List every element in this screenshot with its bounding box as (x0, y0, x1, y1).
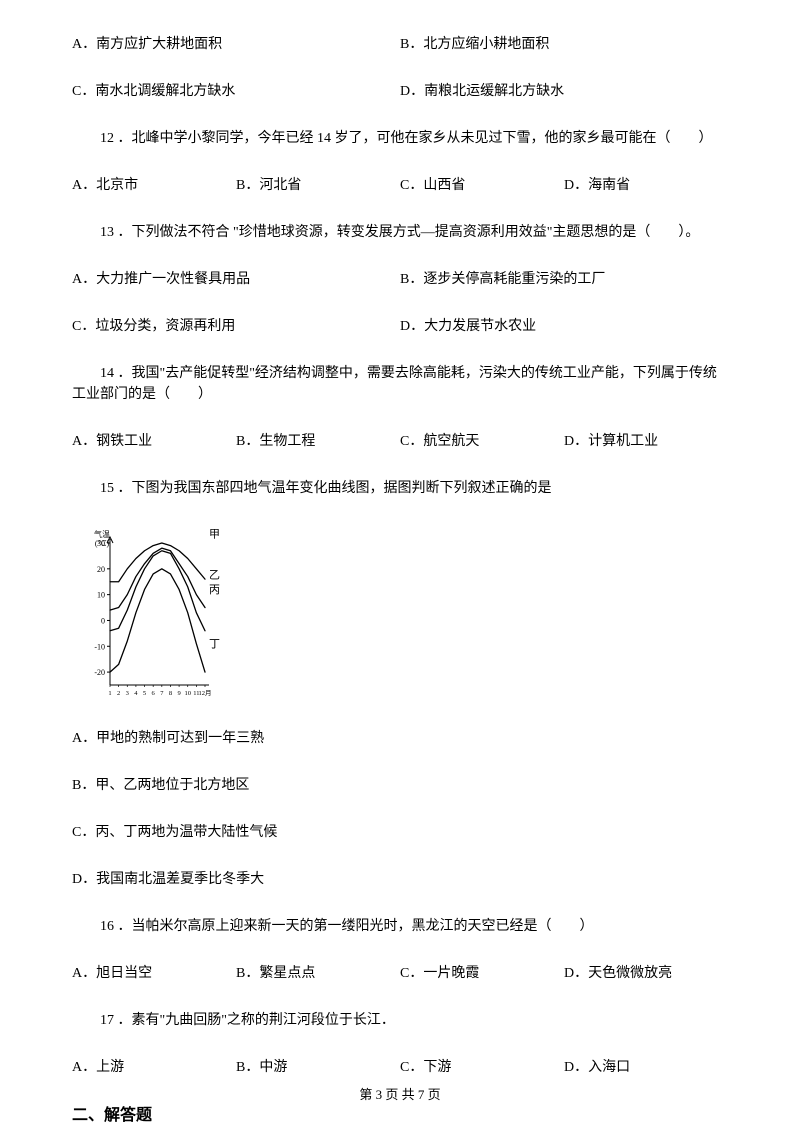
svg-text:-10: -10 (94, 642, 105, 651)
q16-opt-b: B．繁星点点 (236, 963, 400, 984)
svg-text:气温: 气温 (94, 529, 110, 539)
q13-opt-d: D．大力发展节水农业 (400, 316, 728, 337)
q17-opt-c: C．下游 (400, 1057, 564, 1078)
svg-text:12月: 12月 (199, 689, 212, 697)
q14-opt-a: A．钢铁工业 (72, 431, 236, 452)
q12-opt-d: D．海南省 (564, 175, 728, 196)
q12-opt-c: C．山西省 (400, 175, 564, 196)
svg-text:3: 3 (126, 690, 129, 697)
q16-text: 16 ．当帕米尔高原上迎来新一天的第一缕阳光时，黑龙江的天空已经是（ ） (72, 916, 728, 937)
svg-text:甲: 甲 (209, 529, 220, 541)
q17-text: 17 ．素有"九曲回肠"之称的荆江河段位于长江． (72, 1010, 728, 1031)
q13-opt-c: C．垃圾分类，资源再利用 (72, 316, 400, 337)
q11-opt-a: A．南方应扩大耕地面积 (72, 34, 400, 55)
svg-text:1: 1 (108, 690, 111, 697)
svg-text:5: 5 (143, 690, 146, 697)
svg-text:-20: -20 (94, 668, 105, 677)
svg-text:7: 7 (160, 690, 164, 697)
q15-text: 15 ．下图为我国东部四地气温年变化曲线图，据图判断下列叙述正确的是 (72, 478, 728, 499)
svg-text:丁: 丁 (209, 639, 220, 651)
q17-options: A．上游 B．中游 C．下游 D．入海口 (72, 1057, 728, 1078)
svg-text:乙: 乙 (209, 569, 220, 582)
q12-opt-b: B．河北省 (236, 175, 400, 196)
q17-opt-b: B．中游 (236, 1057, 400, 1078)
q15-opt-a: A．甲地的熟制可达到一年三熟 (72, 728, 728, 749)
q11-options-row1: A．南方应扩大耕地面积 B．北方应缩小耕地面积 (72, 34, 728, 55)
q16-options: A．旭日当空 B．繁星点点 C．一片晚霞 D．天色微微放亮 (72, 963, 728, 984)
svg-text:2: 2 (117, 690, 120, 697)
q11-opt-b: B．北方应缩小耕地面积 (400, 34, 728, 55)
q16-opt-d: D．天色微微放亮 (564, 963, 728, 984)
svg-text:0: 0 (101, 616, 105, 625)
q12-options: A．北京市 B．河北省 C．山西省 D．海南省 (72, 175, 728, 196)
svg-text:(℃): (℃) (95, 539, 110, 548)
q15-opt-c: C．丙、丁两地为温带大陆性气候 (72, 822, 728, 843)
svg-text:8: 8 (169, 690, 172, 697)
svg-text:20: 20 (97, 565, 105, 574)
q14-opt-d: D．计算机工业 (564, 431, 728, 452)
q14-opt-c: C．航空航天 (400, 431, 564, 452)
chart-svg: -20-100102030气温(℃)123456789101112月甲乙丙丁 (82, 525, 227, 703)
q16-opt-a: A．旭日当空 (72, 963, 236, 984)
q12-opt-a: A．北京市 (72, 175, 236, 196)
page-footer: 第 3 页 共 7 页 (0, 1085, 800, 1105)
section-2-heading: 二、解答题 (72, 1104, 728, 1128)
q12-text: 12 ．北峰中学小黎同学，今年已经 14 岁了，可他在家乡从未见过下雪，他的家乡… (72, 128, 728, 149)
q11-options-row2: C．南水北调缓解北方缺水 D．南粮北运缓解北方缺水 (72, 81, 728, 102)
q13-options-row2: C．垃圾分类，资源再利用 D．大力发展节水农业 (72, 316, 728, 337)
q14-opt-b: B．生物工程 (236, 431, 400, 452)
q16-opt-c: C．一片晚霞 (400, 963, 564, 984)
q14-text: 14 ．我国"去产能促转型"经济结构调整中，需要去除高能耗，污染大的传统工业产能… (72, 363, 728, 405)
q15-opt-d: D．我国南北温差夏季比冬季大 (72, 869, 728, 890)
svg-text:9: 9 (177, 690, 180, 697)
q13-opt-b: B．逐步关停高耗能重污染的工厂 (400, 269, 728, 290)
q13-options-row1: A．大力推广一次性餐具用品 B．逐步关停高耗能重污染的工厂 (72, 269, 728, 290)
q14-text-span: 14 ．我国"去产能促转型"经济结构调整中，需要去除高能耗，污染大的传统工业产能… (72, 366, 717, 402)
q11-opt-d: D．南粮北运缓解北方缺水 (400, 81, 728, 102)
svg-text:4: 4 (134, 690, 138, 697)
svg-text:10: 10 (97, 591, 105, 600)
svg-text:10: 10 (184, 690, 191, 697)
q13-opt-a: A．大力推广一次性餐具用品 (72, 269, 400, 290)
svg-text:丙: 丙 (209, 584, 220, 596)
q15-opt-b: B．甲、乙两地位于北方地区 (72, 775, 728, 796)
temperature-chart: -20-100102030气温(℃)123456789101112月甲乙丙丁 (82, 525, 728, 710)
q13-text: 13 ．下列做法不符合 "珍惜地球资源，转变发展方式—提高资源利用效益"主题思想… (72, 222, 728, 243)
q14-options: A．钢铁工业 B．生物工程 C．航空航天 D．计算机工业 (72, 431, 728, 452)
q17-opt-a: A．上游 (72, 1057, 236, 1078)
svg-text:6: 6 (152, 690, 156, 697)
q11-opt-c: C．南水北调缓解北方缺水 (72, 81, 400, 102)
q17-opt-d: D．入海口 (564, 1057, 728, 1078)
